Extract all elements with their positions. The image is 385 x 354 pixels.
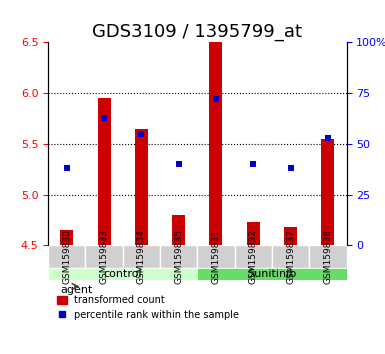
Bar — [247, 222, 260, 245]
Title: GDS3109 / 1395799_at: GDS3109 / 1395799_at — [92, 23, 302, 41]
FancyBboxPatch shape — [272, 245, 309, 268]
FancyBboxPatch shape — [48, 268, 197, 280]
FancyBboxPatch shape — [123, 245, 160, 268]
Text: GSM159837: GSM159837 — [286, 229, 295, 284]
Legend: transformed count, percentile rank within the sample: transformed count, percentile rank withi… — [53, 291, 243, 324]
Text: GSM159832: GSM159832 — [249, 229, 258, 284]
FancyBboxPatch shape — [197, 268, 346, 280]
Bar — [135, 129, 148, 245]
FancyBboxPatch shape — [160, 245, 197, 268]
Bar — [172, 215, 185, 245]
FancyBboxPatch shape — [309, 245, 346, 268]
Text: GSM159834: GSM159834 — [137, 229, 146, 284]
Text: GSM159830: GSM159830 — [62, 229, 71, 284]
Bar — [321, 139, 335, 245]
FancyBboxPatch shape — [197, 245, 234, 268]
FancyBboxPatch shape — [85, 245, 123, 268]
Text: GSM159835: GSM159835 — [174, 229, 183, 284]
Bar — [97, 98, 110, 245]
Text: GSM159831: GSM159831 — [211, 229, 221, 284]
Bar — [284, 227, 297, 245]
Text: GSM159833: GSM159833 — [100, 229, 109, 284]
Bar — [209, 42, 223, 245]
Text: GSM159838: GSM159838 — [323, 229, 332, 284]
FancyBboxPatch shape — [234, 245, 272, 268]
FancyBboxPatch shape — [48, 245, 85, 268]
Text: agent: agent — [60, 285, 92, 296]
Text: Sunitinib: Sunitinib — [247, 269, 296, 279]
Bar — [60, 230, 73, 245]
Text: control: control — [104, 269, 142, 279]
